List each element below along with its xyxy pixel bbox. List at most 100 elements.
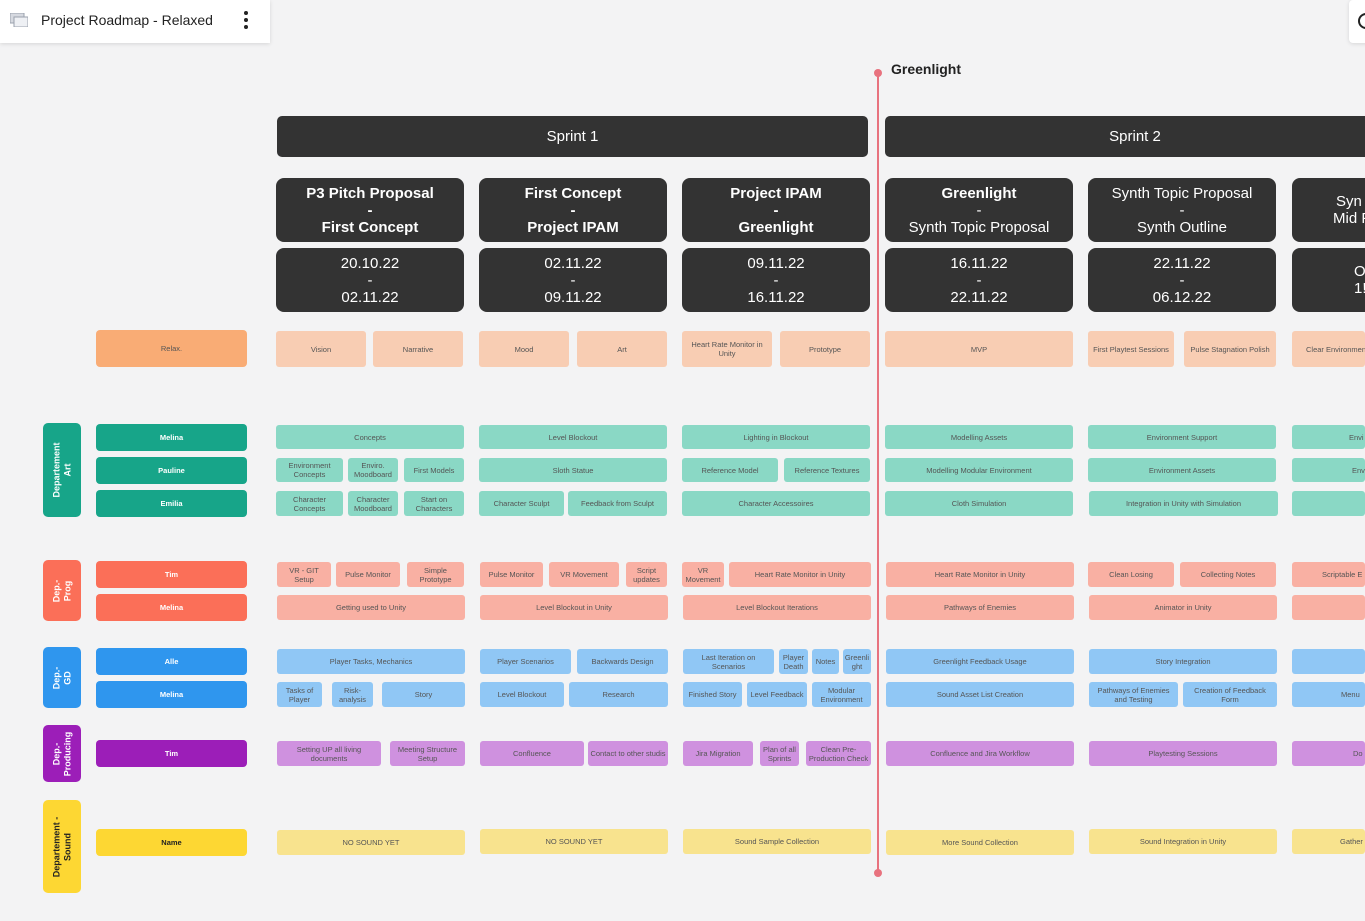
person-producing-tim[interactable]: Tim: [96, 740, 247, 767]
department-prog-label[interactable]: Dep.- Prog: [43, 560, 81, 621]
task-sticky[interactable]: Do: [1292, 741, 1365, 766]
task-sticky[interactable]: Confluence: [480, 741, 584, 766]
task-sticky[interactable]: Level Blockout: [480, 682, 564, 707]
task-sticky[interactable]: Modelling Assets: [885, 425, 1073, 449]
task-sticky[interactable]: Prototype: [780, 331, 870, 367]
task-sticky[interactable]: Environment Assets: [1088, 458, 1276, 482]
task-sticky[interactable]: Setting UP all living documents: [277, 741, 381, 766]
phase-title-card[interactable]: P3 Pitch Proposal - First Concept: [276, 178, 464, 242]
task-sticky[interactable]: Getting used to Unity: [277, 595, 465, 620]
task-sticky[interactable]: Start on Characters: [404, 491, 464, 516]
task-sticky[interactable]: [1292, 491, 1365, 516]
task-sticky[interactable]: First Playtest Sessions: [1088, 331, 1174, 367]
task-sticky[interactable]: Greenli ght: [843, 649, 871, 674]
task-sticky[interactable]: Playtesting Sessions: [1089, 741, 1277, 766]
phase-title-card[interactable]: First Concept - Project IPAM: [479, 178, 667, 242]
phase-title-card[interactable]: Synth Topic Proposal - Synth Outline: [1088, 178, 1276, 242]
department-sound-label[interactable]: Departement - Sound: [43, 800, 81, 893]
task-sticky[interactable]: Sound Sample Collection: [683, 829, 871, 854]
person-sound-name[interactable]: Name: [96, 829, 247, 856]
task-sticky[interactable]: Pathways of Enemies and Testing: [1089, 682, 1178, 707]
task-sticky[interactable]: Art: [577, 331, 667, 367]
task-sticky[interactable]: Heart Rate Monitor in Unity: [682, 331, 772, 367]
task-sticky[interactable]: [1292, 595, 1365, 620]
task-sticky[interactable]: Scriptable E: [1292, 562, 1365, 587]
phase-date-card[interactable]: 09.11.22-16.11.22: [682, 248, 870, 312]
task-sticky[interactable]: Finished Story: [683, 682, 742, 707]
task-sticky[interactable]: Script updates: [626, 562, 667, 587]
task-sticky[interactable]: Simple Prototype: [407, 562, 464, 587]
task-sticky[interactable]: Player Tasks, Mechanics: [277, 649, 465, 674]
sprint-2-header[interactable]: Sprint 2: [885, 116, 1365, 157]
task-sticky[interactable]: Env: [1292, 458, 1365, 482]
person-art-pauline[interactable]: Pauline: [96, 457, 247, 484]
task-sticky[interactable]: Character Accessoires: [682, 491, 870, 516]
task-sticky[interactable]: Vision: [276, 331, 366, 367]
task-sticky[interactable]: Backwards Design: [577, 649, 668, 674]
task-sticky[interactable]: VR Movement: [682, 562, 724, 587]
task-sticky[interactable]: Reference Textures: [784, 458, 870, 482]
task-sticky[interactable]: Level Feedback: [747, 682, 807, 707]
phase-date-card[interactable]: 20.10.22-02.11.22: [276, 248, 464, 312]
department-art-label[interactable]: Departement Art: [43, 423, 81, 517]
person-prog-tim[interactable]: Tim: [96, 561, 247, 588]
task-sticky[interactable]: Meeting Structure Setup: [390, 741, 465, 766]
task-sticky[interactable]: Tasks of Player: [277, 682, 322, 707]
task-sticky[interactable]: Last Iteration on Scenarios: [683, 649, 774, 674]
sprint-1-header[interactable]: Sprint 1: [277, 116, 868, 157]
task-sticky[interactable]: Collecting Notes: [1180, 562, 1276, 587]
more-vertical-icon[interactable]: [238, 9, 254, 33]
task-sticky[interactable]: Character Concepts: [276, 491, 343, 516]
task-sticky[interactable]: VR Movement: [549, 562, 619, 587]
task-sticky[interactable]: Confluence and Jira Workflow: [886, 741, 1074, 766]
person-art-melina[interactable]: Melina: [96, 424, 247, 451]
task-sticky[interactable]: Integration in Unity with Simulation: [1089, 491, 1278, 516]
phase-date-card[interactable]: O1!: [1292, 248, 1365, 312]
task-sticky[interactable]: First Models: [404, 458, 464, 482]
phase-title-card[interactable]: Greenlight - Synth Topic Proposal: [885, 178, 1073, 242]
person-art-emilia[interactable]: Emilia: [96, 490, 247, 517]
task-sticky[interactable]: Research: [569, 682, 668, 707]
person-gd-melina[interactable]: Melina: [96, 681, 247, 708]
task-sticky[interactable]: Pathways of Enemies: [886, 595, 1074, 620]
task-sticky[interactable]: Sound Integration in Unity: [1089, 829, 1277, 854]
task-sticky[interactable]: Cloth Simulation: [885, 491, 1073, 516]
task-sticky[interactable]: Clear Environment: [1292, 331, 1365, 367]
task-sticky[interactable]: Envi: [1292, 425, 1365, 449]
task-sticky[interactable]: Narrative: [373, 331, 463, 367]
task-sticky[interactable]: Modelling Modular Environment: [885, 458, 1073, 482]
task-sticky[interactable]: Lighting in Blockout: [682, 425, 870, 449]
task-sticky[interactable]: NO SOUND YET: [480, 829, 668, 854]
task-sticky[interactable]: Plan of all Sprints: [760, 741, 799, 766]
task-sticky[interactable]: Contact to other studis: [588, 741, 668, 766]
task-sticky[interactable]: Story Integration: [1089, 649, 1277, 674]
task-sticky[interactable]: Environment Concepts: [276, 458, 343, 482]
task-sticky[interactable]: Risk-analysis: [332, 682, 373, 707]
task-sticky[interactable]: Heart Rate Monitor in Unity: [886, 562, 1074, 587]
task-sticky[interactable]: Modular Environment: [812, 682, 871, 707]
task-sticky[interactable]: Story: [382, 682, 465, 707]
task-sticky[interactable]: Clean Losing: [1088, 562, 1174, 587]
task-sticky[interactable]: VR - GIT Setup: [277, 562, 331, 587]
task-sticky[interactable]: NO SOUND YET: [277, 830, 465, 855]
task-sticky[interactable]: Player Scenarios: [480, 649, 571, 674]
task-sticky[interactable]: Player Death: [779, 649, 808, 674]
phase-title-card[interactable]: Project IPAM - Greenlight: [682, 178, 870, 242]
task-sticky[interactable]: Character Sculpt: [479, 491, 564, 516]
phase-date-card[interactable]: 16.11.22-22.11.22: [885, 248, 1073, 312]
task-sticky[interactable]: Pulse Stagnation Polish: [1184, 331, 1276, 367]
task-sticky[interactable]: Character Moodboard: [348, 491, 398, 516]
department-producing-label[interactable]: Dep.- Producing: [43, 725, 81, 782]
task-sticky[interactable]: More Sound Collection: [886, 830, 1074, 855]
task-sticky[interactable]: Pulse Monitor: [336, 562, 400, 587]
task-sticky[interactable]: MVP: [885, 331, 1073, 367]
task-sticky[interactable]: Clean Pre-Production Check: [806, 741, 871, 766]
person-prog-melina[interactable]: Melina: [96, 594, 247, 621]
task-sticky[interactable]: Level Blockout in Unity: [480, 595, 668, 620]
task-sticky[interactable]: Greenlight Feedback Usage: [886, 649, 1074, 674]
task-sticky[interactable]: Level Blockout: [479, 425, 667, 449]
task-sticky[interactable]: Jira Migration: [683, 741, 753, 766]
task-sticky[interactable]: [1292, 649, 1365, 674]
person-relax[interactable]: Relax.: [96, 330, 247, 367]
